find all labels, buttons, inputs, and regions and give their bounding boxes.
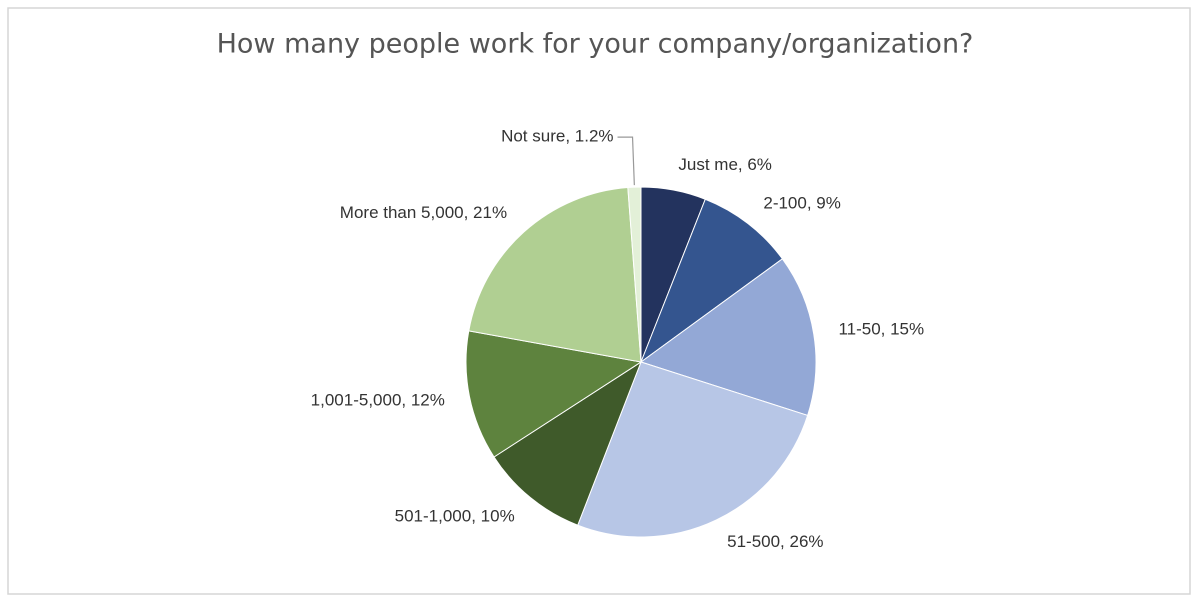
pie-slice xyxy=(639,258,817,417)
data-label: Just me, 6% xyxy=(678,155,772,174)
data-label: 11-50, 15% xyxy=(838,320,924,339)
data-label: Not sure, 1.2% xyxy=(501,127,613,146)
data-label: 51-500, 26% xyxy=(727,532,823,551)
leader-line xyxy=(617,136,635,186)
pie-slice xyxy=(627,186,642,363)
pie-slice xyxy=(639,198,784,364)
data-label: 1,001-5,000, 12% xyxy=(311,391,445,410)
pie-slice xyxy=(493,360,643,526)
chart-title: How many people work for your company/or… xyxy=(217,29,974,60)
pie-slice xyxy=(577,361,809,538)
data-label: 501-1,000, 10% xyxy=(395,507,515,526)
pie-slice xyxy=(468,186,642,363)
pie-slice xyxy=(465,330,643,458)
data-label: 2-100, 9% xyxy=(763,193,841,212)
data-label: More than 5,000, 21% xyxy=(340,203,507,222)
